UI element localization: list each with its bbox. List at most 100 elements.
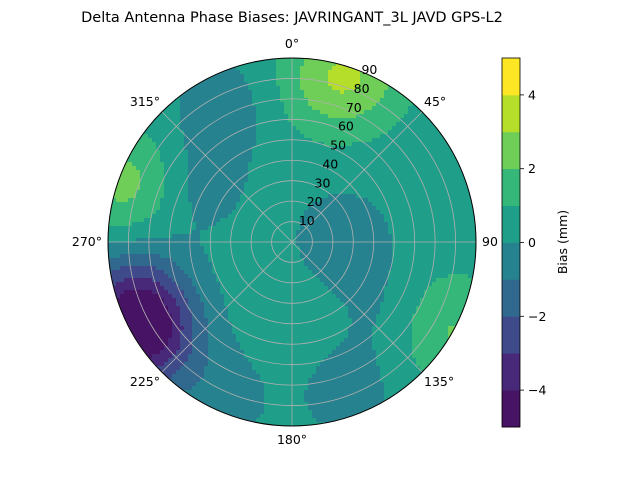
contour-cell bbox=[112, 246, 117, 251]
contour-cell bbox=[432, 274, 437, 279]
contour-cell bbox=[320, 162, 325, 167]
contour-cell bbox=[356, 94, 361, 99]
contour-cell bbox=[236, 94, 241, 99]
contour-cell bbox=[324, 146, 329, 151]
contour-cell bbox=[136, 302, 141, 307]
contour-cell bbox=[308, 266, 313, 271]
contour-cell bbox=[168, 266, 173, 271]
contour-cell bbox=[260, 174, 265, 179]
contour-cell bbox=[160, 198, 165, 203]
contour-cell bbox=[460, 246, 465, 251]
contour-cell bbox=[180, 170, 185, 175]
contour-cell bbox=[296, 242, 301, 247]
contour-cell bbox=[440, 302, 445, 307]
contour-cell bbox=[252, 162, 257, 167]
contour-cell bbox=[176, 114, 181, 119]
contour-cell bbox=[188, 242, 193, 247]
contour-cell bbox=[296, 270, 301, 275]
contour-cell bbox=[440, 242, 445, 247]
contour-cell bbox=[336, 110, 341, 115]
contour-cell bbox=[268, 158, 273, 163]
contour-cell bbox=[152, 250, 157, 255]
contour-cell bbox=[308, 214, 313, 219]
contour-cell bbox=[120, 306, 125, 311]
contour-cell bbox=[148, 230, 153, 235]
contour-cell bbox=[336, 138, 341, 143]
contour-cell bbox=[436, 142, 441, 147]
contour-cell bbox=[380, 290, 385, 295]
contour-cell bbox=[364, 222, 369, 227]
contour-cell bbox=[436, 154, 441, 159]
contour-cell bbox=[236, 222, 241, 227]
contour-cell bbox=[304, 174, 309, 179]
contour-cell bbox=[352, 270, 357, 275]
contour-cell bbox=[356, 198, 361, 203]
contour-cell bbox=[208, 302, 213, 307]
contour-cell bbox=[272, 214, 277, 219]
contour-cell bbox=[280, 130, 285, 135]
contour-cell bbox=[204, 166, 209, 171]
contour-cell bbox=[260, 286, 265, 291]
contour-cell bbox=[408, 202, 413, 207]
contour-cell bbox=[364, 74, 369, 79]
contour-cell bbox=[316, 130, 321, 135]
contour-cell bbox=[372, 202, 377, 207]
contour-cell bbox=[276, 290, 281, 295]
contour-cell bbox=[340, 126, 345, 131]
contour-cell bbox=[384, 114, 389, 119]
contour-cell bbox=[300, 186, 305, 191]
contour-cell bbox=[228, 242, 233, 247]
contour-cell bbox=[296, 74, 301, 79]
contour-cell bbox=[396, 198, 401, 203]
contour-cell bbox=[272, 130, 277, 135]
contour-cell bbox=[368, 194, 373, 199]
contour-cell bbox=[248, 262, 253, 267]
contour-cell bbox=[368, 134, 373, 139]
contour-cell bbox=[412, 122, 417, 127]
contour-cell bbox=[128, 234, 133, 239]
contour-cell bbox=[268, 210, 273, 215]
contour-cell bbox=[468, 210, 473, 215]
contour-cell bbox=[124, 234, 129, 239]
contour-cell bbox=[464, 250, 469, 255]
contour-cell bbox=[216, 258, 221, 263]
contour-cell bbox=[408, 118, 413, 123]
contour-cell bbox=[376, 218, 381, 223]
contour-cell bbox=[156, 270, 161, 275]
contour-cell bbox=[332, 218, 337, 223]
contour-cell bbox=[168, 114, 173, 119]
contour-cell bbox=[404, 238, 409, 243]
contour-cell bbox=[344, 98, 349, 103]
contour-cell bbox=[272, 266, 277, 271]
contour-cell bbox=[272, 142, 277, 147]
contour-cell bbox=[224, 186, 229, 191]
contour-cell bbox=[332, 102, 337, 107]
contour-cell bbox=[256, 186, 261, 191]
contour-cell bbox=[228, 86, 233, 91]
contour-cell bbox=[424, 186, 429, 191]
contour-cell bbox=[176, 198, 181, 203]
contour-cell bbox=[328, 138, 333, 143]
contour-cell bbox=[396, 94, 401, 99]
contour-cell bbox=[376, 102, 381, 107]
contour-cell bbox=[388, 262, 393, 267]
contour-cell bbox=[296, 78, 301, 83]
contour-cell bbox=[208, 118, 213, 123]
contour-cell bbox=[152, 126, 157, 131]
contour-cell bbox=[348, 286, 353, 291]
contour-cell bbox=[152, 302, 157, 307]
contour-cell bbox=[272, 122, 277, 127]
contour-cell bbox=[124, 186, 129, 191]
contour-cell bbox=[428, 154, 433, 159]
contour-cell bbox=[184, 246, 189, 251]
contour-cell bbox=[400, 246, 405, 251]
contour-cell bbox=[256, 270, 261, 275]
contour-cell bbox=[372, 178, 377, 183]
contour-cell bbox=[264, 86, 269, 91]
contour-cell bbox=[364, 302, 369, 307]
contour-cell bbox=[364, 282, 369, 287]
contour-cell bbox=[392, 306, 397, 311]
contour-cell bbox=[372, 146, 377, 151]
contour-cell bbox=[308, 278, 313, 283]
contour-cell bbox=[384, 198, 389, 203]
